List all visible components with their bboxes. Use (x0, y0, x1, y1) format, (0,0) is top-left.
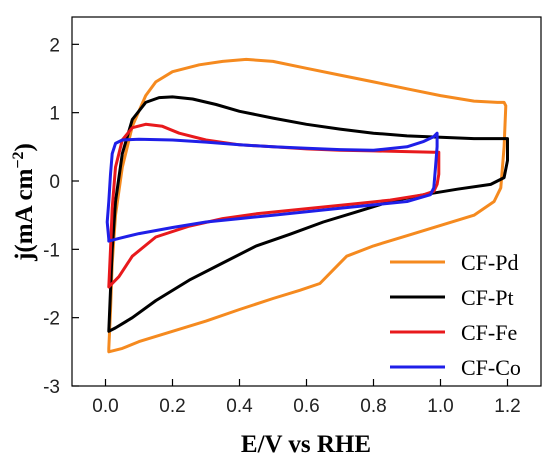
y-tick-label: -3 (43, 377, 60, 398)
axis-ticks-group: 0.0 0.2 0.4 0.6 0.8 1.0 1.2 -3 -2 -1 0 1 2 (43, 35, 521, 417)
y-axis-title-main: j(mA cm (11, 168, 38, 261)
x-tick-label: 1.2 (494, 396, 520, 417)
series-line-cf-fe (107, 122, 441, 289)
y-tick-label: 2 (49, 35, 60, 56)
x-tick-label: 0.6 (293, 396, 319, 417)
y-tick-label: -1 (43, 240, 60, 261)
legend-label-cf-fe: CF-Fe (461, 320, 517, 345)
x-tick-label: 1.0 (427, 396, 453, 417)
y-tick-label: -2 (43, 309, 60, 330)
series-line-cf-pt (107, 95, 509, 333)
x-tick-label: 0.2 (159, 396, 185, 417)
y-axis-title-superscript: −2 (10, 151, 27, 168)
series-line-cf-co (105, 131, 439, 243)
legend-label-cf-pt: CF-Pt (461, 285, 514, 310)
x-axis-title: E/V vs RHE (241, 431, 371, 458)
legend-label-cf-pd: CF-Pd (461, 250, 518, 275)
x-tick-label: 0.0 (92, 396, 118, 417)
y-tick-label: 1 (49, 104, 60, 125)
x-tick-label: 0.4 (226, 396, 253, 417)
y-axis-title-close: ) (11, 143, 38, 151)
legend-label-cf-co: CF-Co (461, 355, 521, 380)
legend: CF-Pd CF-Pt CF-Fe CF-Co (390, 250, 521, 380)
y-axis-title: j(mA cm−2) (10, 143, 38, 262)
y-tick-label: 0 (49, 172, 60, 193)
series-line-cf-pd (107, 57, 508, 354)
plot-series-group (105, 57, 509, 354)
x-tick-label: 0.8 (360, 396, 386, 417)
